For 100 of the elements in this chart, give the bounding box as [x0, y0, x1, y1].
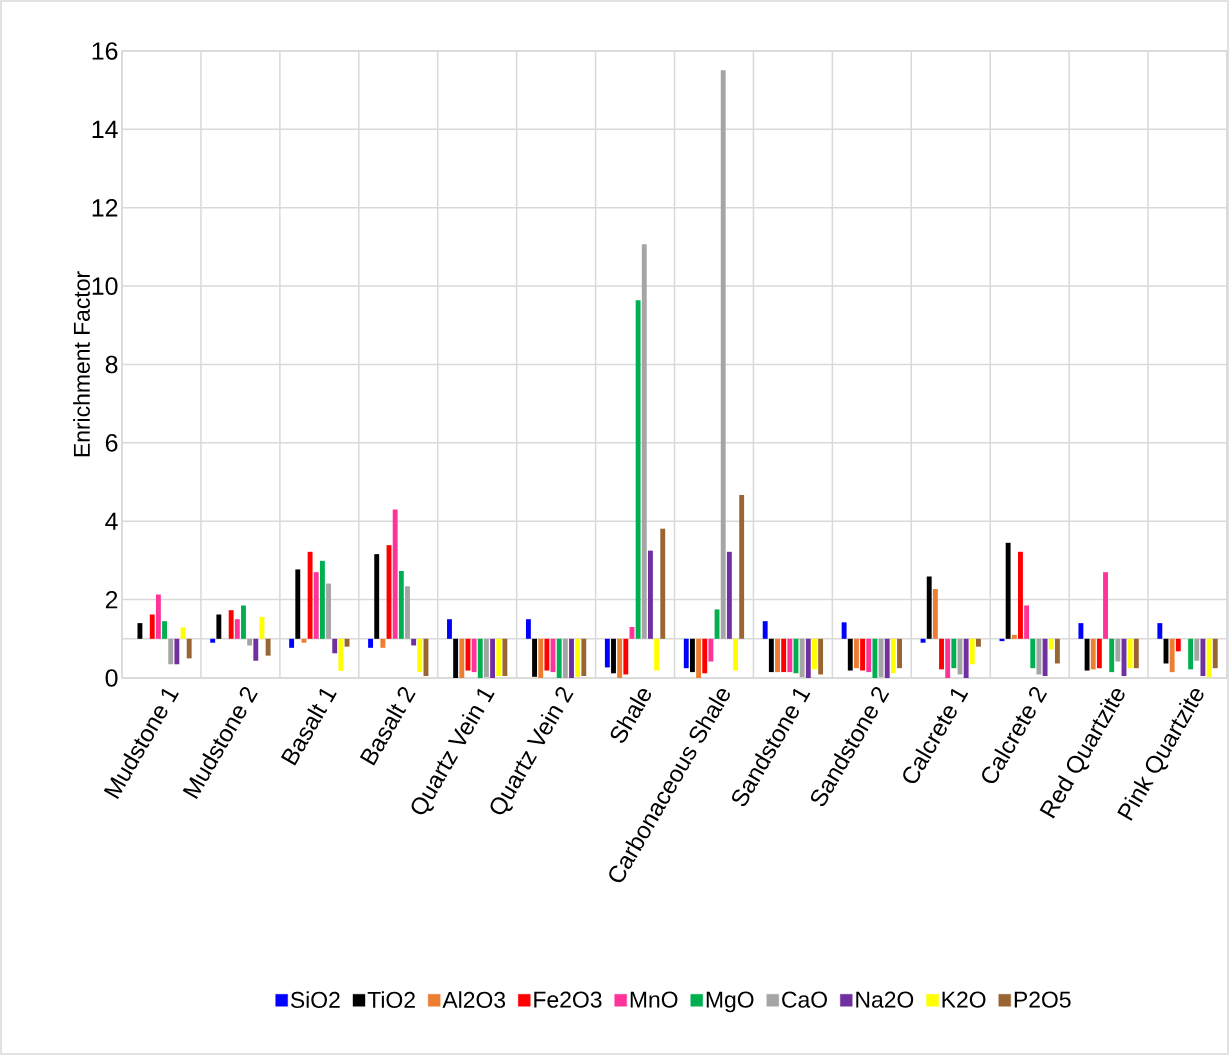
- bar: [860, 638, 866, 671]
- bar: [411, 638, 417, 646]
- legend-label: Fe2O3: [534, 991, 602, 1008]
- bar: [1096, 638, 1102, 669]
- bar: [307, 551, 313, 639]
- bar: [477, 638, 483, 678]
- bar: [1005, 542, 1011, 639]
- y-tick-label: 16: [92, 42, 118, 60]
- bar: [853, 638, 859, 669]
- bar: [447, 619, 452, 639]
- bar: [963, 638, 969, 678]
- bar: [301, 638, 307, 643]
- legend-label: CaO: [782, 991, 827, 1008]
- bar: [490, 638, 496, 678]
- bar: [1212, 638, 1218, 669]
- bar: [805, 638, 811, 678]
- bar: [926, 576, 932, 639]
- bar: [1169, 638, 1175, 673]
- bar: [392, 509, 398, 639]
- y-tick-label: 2: [105, 590, 118, 609]
- bar: [1194, 638, 1200, 661]
- bar: [683, 638, 689, 669]
- bar: [459, 638, 465, 678]
- bar: [932, 589, 938, 639]
- bar: [1188, 638, 1194, 670]
- bar: [720, 70, 726, 639]
- y-tick-label: 0: [105, 669, 118, 687]
- bar: [951, 638, 957, 669]
- bar: [623, 638, 629, 675]
- bar: [186, 638, 192, 659]
- bar: [581, 638, 587, 677]
- bar: [326, 583, 332, 639]
- bar: [210, 638, 216, 643]
- bar: [265, 638, 271, 656]
- bar: [1127, 638, 1133, 669]
- bar: [866, 638, 872, 673]
- legend-label: MnO: [630, 991, 678, 1008]
- bar: [897, 638, 902, 669]
- bar: [945, 638, 951, 678]
- bar: [313, 572, 319, 639]
- bar: [228, 610, 234, 639]
- bar: [739, 494, 745, 639]
- bar: [544, 638, 550, 671]
- bar: [890, 638, 896, 674]
- bar: [1115, 638, 1121, 662]
- bar: [976, 638, 981, 647]
- bar: [319, 560, 325, 639]
- bar: [532, 638, 538, 677]
- bar: [496, 638, 502, 677]
- y-tick-label: 4: [105, 512, 118, 530]
- bar: [234, 619, 240, 639]
- bar: [969, 638, 975, 665]
- y-tick-label: 14: [92, 120, 118, 138]
- bar: [338, 638, 344, 671]
- bar: [1024, 605, 1030, 639]
- bar: [374, 554, 380, 639]
- bar: [569, 638, 574, 678]
- bar: [878, 638, 884, 678]
- bar: [1078, 623, 1084, 639]
- bar: [762, 621, 768, 639]
- bar: [155, 594, 161, 639]
- bar: [939, 638, 944, 670]
- y-tick-label: 12: [92, 199, 118, 217]
- bar: [538, 638, 544, 678]
- bar: [1090, 638, 1096, 670]
- bar: [812, 638, 817, 670]
- bar: [660, 528, 666, 639]
- bar: [417, 638, 423, 673]
- bar: [799, 638, 805, 678]
- legend-label: P2O5: [1014, 991, 1071, 1008]
- bar: [604, 638, 610, 668]
- bar: [781, 638, 787, 673]
- y-axis-title: Enrichment Factor: [73, 271, 90, 457]
- bar: [241, 605, 246, 639]
- bar: [654, 638, 660, 671]
- bar: [1048, 638, 1054, 650]
- bar: [708, 638, 714, 662]
- bar: [775, 638, 780, 673]
- bar: [1036, 638, 1042, 675]
- bar: [471, 638, 477, 673]
- bar: [1103, 572, 1108, 639]
- bar: [617, 638, 623, 678]
- bar: [1157, 623, 1163, 639]
- bar: [137, 623, 143, 639]
- bar: [847, 638, 853, 671]
- bar: [483, 638, 489, 678]
- bar: [1133, 638, 1139, 669]
- y-tick-label: 6: [105, 434, 118, 452]
- bar: [525, 619, 531, 639]
- bar: [1042, 638, 1048, 677]
- bar: [253, 638, 259, 661]
- bar: [1054, 638, 1060, 664]
- bar: [818, 638, 824, 675]
- legend-label: Al2O3: [442, 991, 506, 1009]
- bar: [768, 638, 774, 673]
- bar: [872, 638, 878, 678]
- bar: [733, 638, 738, 671]
- bar: [1200, 638, 1206, 677]
- bar: [380, 638, 386, 648]
- bar: [884, 638, 890, 678]
